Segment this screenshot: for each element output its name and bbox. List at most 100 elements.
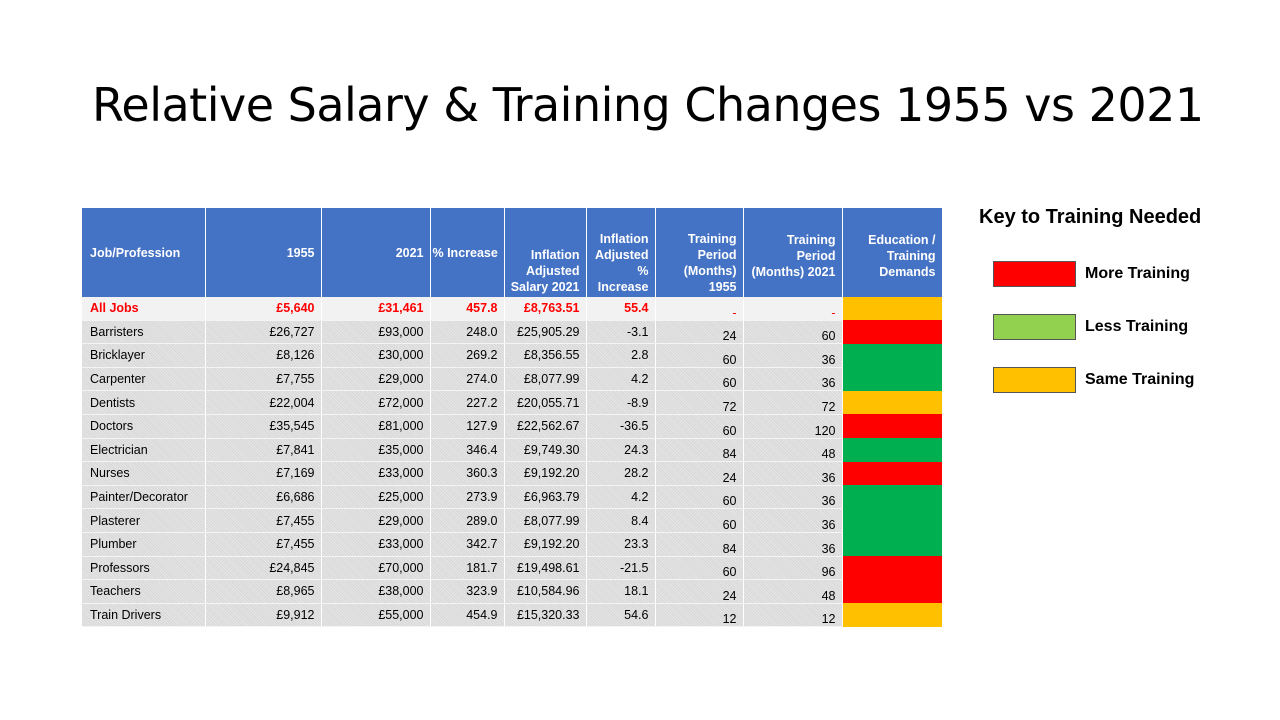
- header-2021: 2021: [321, 208, 431, 297]
- cell-training-2021: 48: [743, 579, 843, 604]
- cell-salary-1955: £7,169: [205, 461, 322, 486]
- table-row: Electrician £7,841 £35,000 346.4 £9,749.30 24…: [82, 438, 942, 463]
- table-body: All Jobs £5,640 £31,461 457.8 £8,763.51 55.4-…: [82, 297, 942, 628]
- key-swatch-same: [993, 367, 1076, 393]
- cell-adjusted-salary: £6,963.79: [504, 485, 587, 510]
- cell-training-2021: 120: [743, 414, 843, 439]
- cell-salary-1955: £7,455: [205, 532, 322, 557]
- key-swatch-less: [993, 314, 1076, 340]
- header-adjusted-salary: Inflation Adjusted Salary 2021: [504, 208, 587, 297]
- cell-adjusted-salary: £8,356.55: [504, 343, 587, 368]
- cell-adjusted-salary: £8,077.99: [504, 367, 587, 392]
- header-training-2021: Training Period (Months) 2021: [743, 208, 843, 297]
- cell-job: Nurses: [82, 461, 206, 486]
- cell-demand-more: [842, 579, 942, 604]
- cell-training-1955: 60: [655, 343, 744, 368]
- cell-salary-2021: £30,000: [321, 343, 431, 368]
- cell-training-2021: 60: [743, 320, 843, 345]
- cell-demand-less: [842, 485, 942, 509]
- cell-salary-1955: £9,912: [205, 603, 322, 628]
- header-increase: % Increase: [430, 208, 505, 297]
- cell-demand-same: [842, 390, 942, 415]
- cell-demand-same: [842, 297, 942, 321]
- cell-job: Plumber: [82, 532, 206, 557]
- cell-salary-2021: £38,000: [321, 579, 431, 604]
- cell-salary-1955: £7,455: [205, 508, 322, 533]
- cell-increase: 248.0: [430, 320, 505, 345]
- table-row: Dentists £22,004 £72,000 227.2 £20,055.71 -8.…: [82, 390, 942, 415]
- cell-adjusted-increase: 28.2: [586, 461, 656, 486]
- cell-job: Barristers: [82, 320, 206, 345]
- cell-salary-1955: £24,845: [205, 556, 322, 581]
- cell-training-1955: 60: [655, 556, 744, 581]
- table-row: Plasterer £7,455 £29,000 289.0 £8,077.99 8.4 6…: [82, 508, 942, 533]
- table-row: Plumber £7,455 £33,000 342.7 £9,192.20 23.3 84…: [82, 532, 942, 557]
- cell-salary-1955: £7,841: [205, 438, 322, 463]
- cell-training-1955: 84: [655, 438, 744, 463]
- key-label-same: Same Training: [1085, 371, 1195, 388]
- cell-training-2021: 48: [743, 438, 843, 463]
- cell-job: Teachers: [82, 579, 206, 604]
- cell-increase: 269.2: [430, 343, 505, 368]
- cell-training-2021: 12: [743, 603, 843, 628]
- cell-training-1955: 72: [655, 390, 744, 415]
- cell-salary-2021: £35,000: [321, 438, 431, 463]
- cell-training-1955: 84: [655, 532, 744, 557]
- header-training-1955: Training Period (Months) 1955: [655, 208, 744, 297]
- table-header-row: Job/Profession 1955 2021 % Increase Infl…: [82, 208, 943, 297]
- cell-adjusted-salary: £9,192.20: [504, 532, 587, 557]
- cell-job: Electrician: [82, 438, 206, 463]
- table-row: Professors £24,845 £70,000 181.7 £19,498.61-…: [82, 556, 942, 581]
- cell-adjusted-increase: 18.1: [586, 579, 656, 604]
- cell-demand-less: [842, 508, 942, 533]
- cell-adjusted-increase: 4.2: [586, 367, 656, 392]
- cell-training-2021: 96: [743, 556, 843, 581]
- cell-adjusted-salary: £10,584.96: [504, 579, 587, 604]
- key-item-more: More Training: [993, 261, 1233, 287]
- table-row: Carpenter £7,755 £29,000 274.0 £8,077.99 4.2 6…: [82, 367, 942, 392]
- cell-salary-2021: £29,000: [321, 367, 431, 392]
- cell-salary-1955: £8,126: [205, 343, 322, 368]
- cell-increase: 457.8: [430, 297, 505, 321]
- cell-increase: 342.7: [430, 532, 505, 557]
- cell-salary-1955: £8,965: [205, 579, 322, 604]
- cell-adjusted-salary: £20,055.71: [504, 390, 587, 415]
- cell-increase: 274.0: [430, 367, 505, 392]
- cell-job: Painter/Decorator: [82, 485, 206, 510]
- cell-training-1955: 24: [655, 461, 744, 486]
- key-item-less: Less Training: [993, 314, 1233, 340]
- cell-salary-2021: £55,000: [321, 603, 431, 628]
- cell-salary-1955: £6,686: [205, 485, 322, 510]
- cell-job: All Jobs: [82, 297, 206, 321]
- cell-increase: 346.4: [430, 438, 505, 463]
- cell-demand-less: [842, 438, 942, 462]
- cell-job: Carpenter: [82, 367, 206, 392]
- cell-demand-less: [842, 532, 942, 557]
- page-title: Relative Salary & Training Changes 1955 …: [92, 78, 1204, 132]
- cell-salary-2021: £29,000: [321, 508, 431, 533]
- cell-training-1955: 60: [655, 367, 744, 392]
- cell-adjusted-increase: 55.4: [586, 297, 656, 321]
- cell-adjusted-salary: £8,077.99: [504, 508, 587, 533]
- cell-job: Plasterer: [82, 508, 206, 533]
- cell-adjusted-increase: 54.6: [586, 603, 656, 628]
- cell-training-2021: 36: [743, 343, 843, 368]
- cell-salary-2021: £81,000: [321, 414, 431, 439]
- cell-increase: 289.0: [430, 508, 505, 533]
- cell-increase: 360.3: [430, 461, 505, 486]
- key-label-more: More Training: [1085, 265, 1190, 282]
- cell-job: Professors: [82, 556, 206, 581]
- cell-salary-1955: £5,640: [205, 297, 322, 321]
- cell-training-2021: 36: [743, 461, 843, 486]
- cell-adjusted-increase: -3.1: [586, 320, 656, 345]
- table-row: All Jobs £5,640 £31,461 457.8 £8,763.51 55.4-…: [82, 297, 942, 321]
- cell-salary-2021: £70,000: [321, 556, 431, 581]
- cell-salary-2021: £33,000: [321, 532, 431, 557]
- cell-demand-less: [842, 343, 942, 368]
- header-1955: 1955: [205, 208, 322, 297]
- cell-adjusted-salary: £25,905.29: [504, 320, 587, 345]
- cell-adjusted-increase: 2.8: [586, 343, 656, 368]
- header-job: Job/Profession: [82, 208, 206, 297]
- table-row: Painter/Decorator £6,686 £25,000 273.9 £6,96…: [82, 485, 942, 510]
- cell-job: Doctors: [82, 414, 206, 439]
